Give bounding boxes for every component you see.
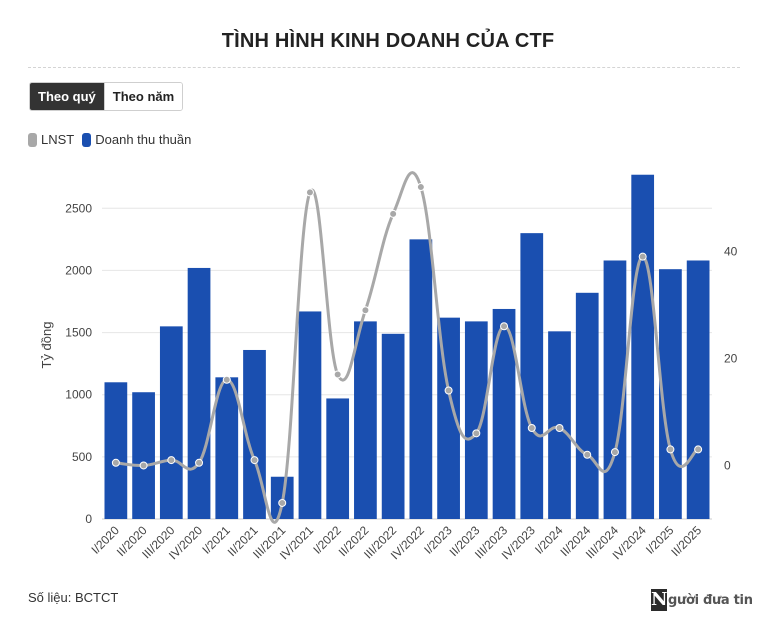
y-tick-label: 0: [85, 512, 92, 526]
lnst-point: [250, 456, 259, 465]
revenue-bar: [132, 392, 155, 519]
revenue-bar: [464, 321, 488, 519]
lnst-point: [139, 461, 148, 470]
revenue-bar: [187, 267, 211, 519]
legend-swatch-revenue: [82, 132, 92, 147]
y-tick-label: 1000: [65, 388, 92, 402]
lnst-point: [694, 445, 703, 454]
revenue-bar: [354, 321, 377, 519]
legend-item-lnst[interactable]: LNST: [28, 132, 74, 147]
legend-swatch-lnst: [28, 132, 37, 147]
lnst-point: [610, 448, 619, 457]
revenue-bar: [437, 317, 460, 519]
revenue-bar: [104, 382, 128, 519]
lnst-point: [167, 456, 176, 465]
y-tick-label: 2500: [65, 201, 92, 215]
revenue-bar: [659, 269, 682, 519]
lnst-point: [278, 498, 287, 507]
revenue-bar: [492, 308, 516, 519]
lnst-point: [361, 306, 370, 315]
lnst-point: [333, 370, 342, 379]
chart-title: TÌNH HÌNH KINH DOANH CỦA CTF: [221, 30, 555, 52]
lnst-point: [389, 209, 398, 218]
revenue-bar: [159, 326, 183, 519]
y-tick-label: 500: [72, 450, 92, 464]
x-tick-label: II/2025: [668, 523, 704, 559]
lnst-point: [555, 423, 564, 432]
revenue-bar: [603, 260, 627, 519]
lnst-point: [638, 252, 647, 261]
lnst-point: [472, 429, 481, 438]
logo-text: gười đưa tin: [668, 592, 753, 608]
y-tick-label: 1500: [65, 326, 92, 340]
revenue-bar: [381, 333, 405, 519]
revenue-bar: [215, 377, 239, 519]
lnst-point: [305, 188, 314, 197]
period-tabs: Theo quý Theo năm: [29, 82, 184, 111]
lnst-point: [666, 445, 675, 454]
lnst-point: [527, 423, 536, 432]
revenue-bar: [686, 260, 710, 519]
logo-mark: N: [651, 589, 668, 611]
lnst-point: [195, 458, 204, 467]
tab-quarterly[interactable]: Theo quý: [30, 83, 104, 110]
lnst-point: [583, 450, 592, 459]
y-tick-label: 2000: [65, 263, 92, 277]
revenue-bar: [575, 292, 599, 519]
revenue-bar: [520, 233, 544, 519]
chart-legend: LNST Doanh thu thuần: [28, 132, 199, 147]
legend-item-revenue[interactable]: Doanh thu thuần: [82, 132, 191, 147]
y2-tick-label: 0: [724, 458, 731, 472]
tab-yearly[interactable]: Theo năm: [103, 83, 183, 110]
y2-tick-label: 40: [724, 244, 738, 258]
publisher-logo: N gười đưa tin: [651, 589, 753, 611]
title-divider: [28, 67, 740, 68]
lnst-point: [444, 386, 453, 395]
y-axis-title: Tỷ đồng: [39, 322, 54, 369]
legend-label-lnst: LNST: [41, 132, 75, 147]
lnst-point: [500, 322, 509, 331]
revenue-bar: [298, 311, 322, 519]
lnst-point: [416, 183, 425, 192]
source-note: Số liệu: BCTCT: [28, 590, 119, 605]
revenue-bar: [409, 239, 433, 519]
legend-label-revenue: Doanh thu thuần: [95, 132, 192, 147]
revenue-bar: [326, 398, 350, 519]
y2-tick-label: 20: [724, 351, 738, 365]
lnst-point: [111, 458, 120, 467]
lnst-point: [222, 375, 231, 384]
revenue-bar: [631, 174, 655, 519]
